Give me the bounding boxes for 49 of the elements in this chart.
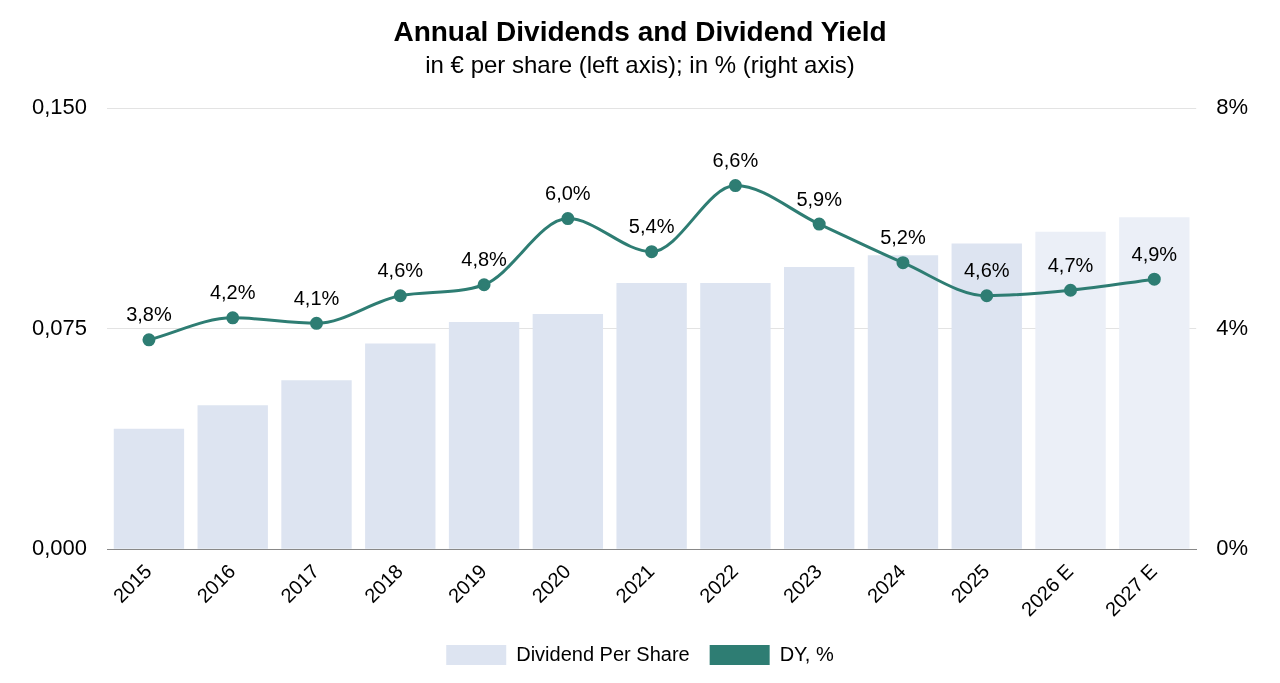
bar — [951, 243, 1022, 549]
bar — [365, 343, 436, 549]
data-label: 5,4% — [628, 215, 675, 238]
point — [980, 289, 994, 303]
bar — [448, 322, 520, 549]
point — [561, 212, 575, 226]
data-label: 3,8% — [126, 303, 172, 326]
point — [645, 245, 659, 259]
bar — [700, 282, 771, 549]
bar — [197, 405, 268, 549]
point — [393, 289, 407, 303]
data-label: 6,6% — [712, 149, 759, 172]
data-label: 5,2% — [880, 226, 926, 249]
y2-tick-label: 0% — [1216, 535, 1248, 561]
data-label: 4,6% — [963, 259, 1010, 282]
data-label: 4,8% — [461, 248, 508, 271]
data-label: 6,0% — [545, 182, 591, 205]
data-label: 4,1% — [293, 286, 340, 309]
point — [1147, 272, 1161, 286]
point — [142, 333, 156, 347]
bar — [1035, 231, 1106, 549]
bar — [784, 267, 855, 549]
data-label: 4,9% — [1131, 242, 1178, 265]
chart-title: Annual Dividends and Dividend Yield — [393, 15, 887, 47]
y-tick-label: 0,150 — [31, 94, 88, 120]
bar — [281, 380, 352, 549]
bar — [616, 282, 687, 549]
point — [896, 256, 910, 270]
data-label: 5,9% — [796, 187, 843, 210]
y-tick-label: 0,075 — [31, 314, 88, 340]
point — [1064, 283, 1078, 297]
point — [226, 311, 240, 325]
legend-label: DY, % — [779, 642, 834, 665]
y-tick-label: 0,000 — [31, 535, 88, 561]
data-label: 4,2% — [209, 281, 256, 304]
bar — [1119, 217, 1190, 549]
bar — [113, 428, 185, 549]
bar — [532, 314, 604, 549]
point — [812, 217, 826, 231]
point — [728, 179, 742, 193]
y2-tick-label: 8% — [1216, 94, 1248, 120]
data-label: 4,6% — [377, 259, 424, 282]
legend-label: Dividend Per Share — [516, 642, 690, 665]
point — [477, 278, 491, 292]
chart-subtitle: in € per share (left axis); in % (right axis) — [425, 50, 855, 78]
data-label: 4,7% — [1047, 253, 1094, 276]
bar — [867, 255, 939, 549]
y2-tick-label: 4% — [1216, 314, 1248, 340]
point — [310, 316, 324, 330]
